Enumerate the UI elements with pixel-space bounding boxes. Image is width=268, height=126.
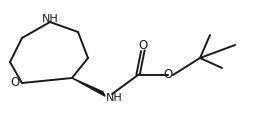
Text: O: O bbox=[138, 39, 148, 52]
Text: O: O bbox=[163, 69, 173, 82]
Text: NH: NH bbox=[106, 93, 123, 103]
Text: NH: NH bbox=[42, 14, 58, 24]
Text: O: O bbox=[11, 76, 20, 89]
Polygon shape bbox=[72, 78, 105, 96]
